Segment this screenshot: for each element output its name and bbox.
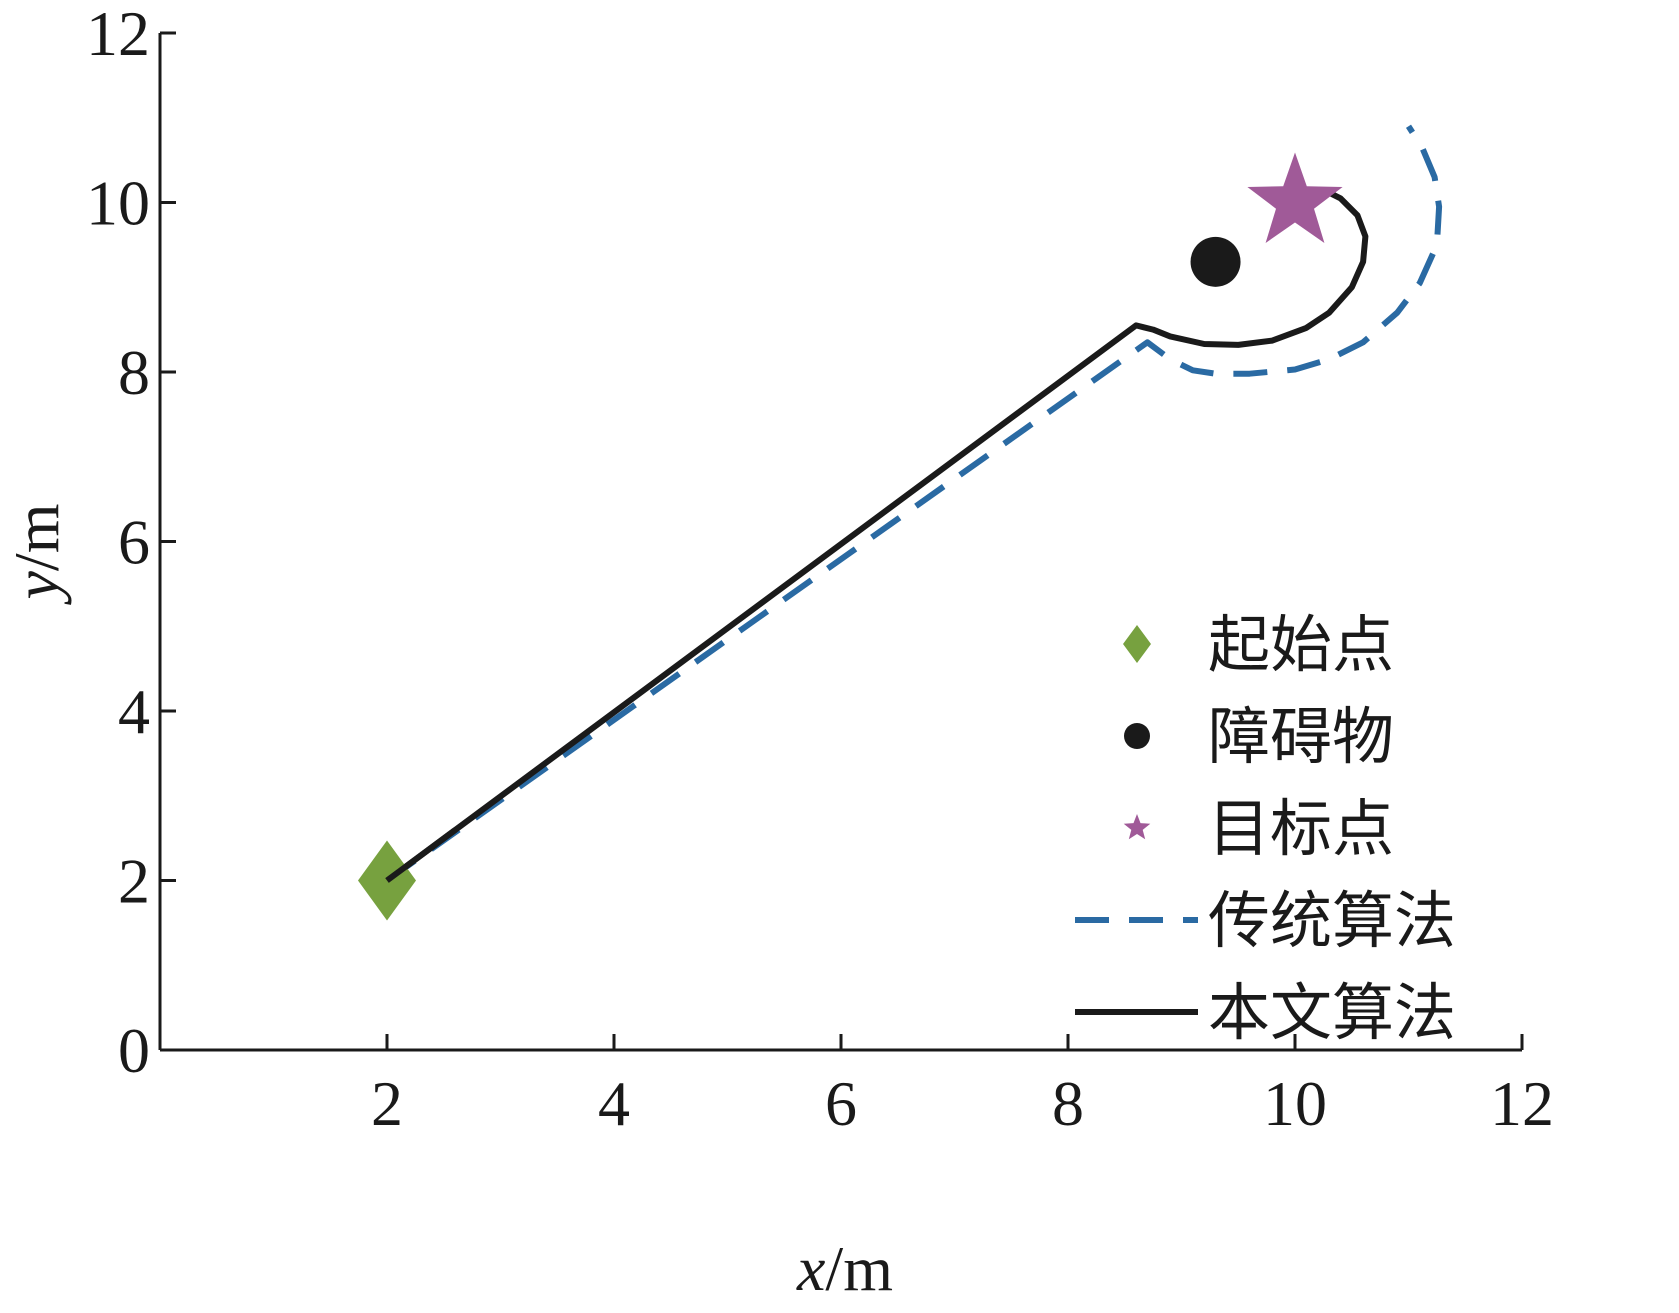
x-tick-label: 12 bbox=[1490, 1068, 1554, 1139]
y-tick-label: 8 bbox=[118, 337, 150, 408]
goal-point-marker bbox=[1247, 152, 1343, 243]
legend-label-goal: 目标点 bbox=[1208, 792, 1394, 865]
proposed-path-start-segment bbox=[385, 827, 457, 883]
legend-label-proposed: 本文算法 bbox=[1208, 976, 1456, 1049]
x-tick-label: 6 bbox=[825, 1068, 857, 1139]
legend-diamond-icon bbox=[1123, 625, 1151, 663]
legend-label-obstacle: 障碍物 bbox=[1208, 700, 1394, 773]
y-tick-label: 12 bbox=[86, 0, 150, 69]
y-axis-label: y/m bbox=[1, 504, 72, 606]
y-axis-var: y bbox=[1, 570, 72, 605]
x-axis-unit: /m bbox=[825, 1233, 893, 1304]
legend-item-goal: 目标点 bbox=[1123, 792, 1394, 865]
y-axis-unit: /m bbox=[1, 504, 72, 572]
axes: 2 4 6 8 10 12 0 2 4 6 8 10 12 bbox=[86, 0, 1554, 1139]
y-tick-label: 10 bbox=[86, 168, 150, 239]
x-tick-label: 2 bbox=[371, 1068, 403, 1139]
traditional-path-line bbox=[385, 124, 1443, 883]
legend-label-traditional: 传统算法 bbox=[1208, 884, 1456, 957]
obstacle-marker bbox=[1190, 236, 1241, 287]
x-ticks: 2 4 6 8 10 12 bbox=[371, 1034, 1554, 1139]
series-layer bbox=[385, 124, 1443, 883]
legend-item-obstacle: 障碍物 bbox=[1124, 700, 1394, 773]
legend: 起始点 障碍物 目标点 传统算法 本文算法 bbox=[1075, 608, 1456, 1049]
x-axis-label: x/m bbox=[796, 1233, 893, 1304]
y-tick-label: 6 bbox=[118, 507, 150, 578]
y-tick-label: 4 bbox=[118, 676, 150, 747]
marker-layer bbox=[358, 152, 1343, 921]
proposed-path-line bbox=[385, 187, 1369, 883]
x-tick-label: 8 bbox=[1052, 1068, 1084, 1139]
x-tick-label: 10 bbox=[1263, 1068, 1327, 1139]
legend-label-start: 起始点 bbox=[1208, 608, 1394, 681]
y-tick-label: 2 bbox=[118, 846, 150, 917]
x-tick-label: 4 bbox=[598, 1068, 630, 1139]
x-axis-var: x bbox=[796, 1233, 825, 1304]
y-ticks: 0 2 4 6 8 10 12 bbox=[86, 0, 176, 1086]
legend-circle-icon bbox=[1124, 723, 1150, 749]
legend-item-start: 起始点 bbox=[1123, 608, 1394, 681]
legend-star-icon bbox=[1123, 814, 1151, 840]
y-tick-label: 0 bbox=[118, 1015, 150, 1086]
legend-item-traditional: 传统算法 bbox=[1075, 884, 1456, 957]
legend-item-proposed: 本文算法 bbox=[1075, 976, 1456, 1049]
